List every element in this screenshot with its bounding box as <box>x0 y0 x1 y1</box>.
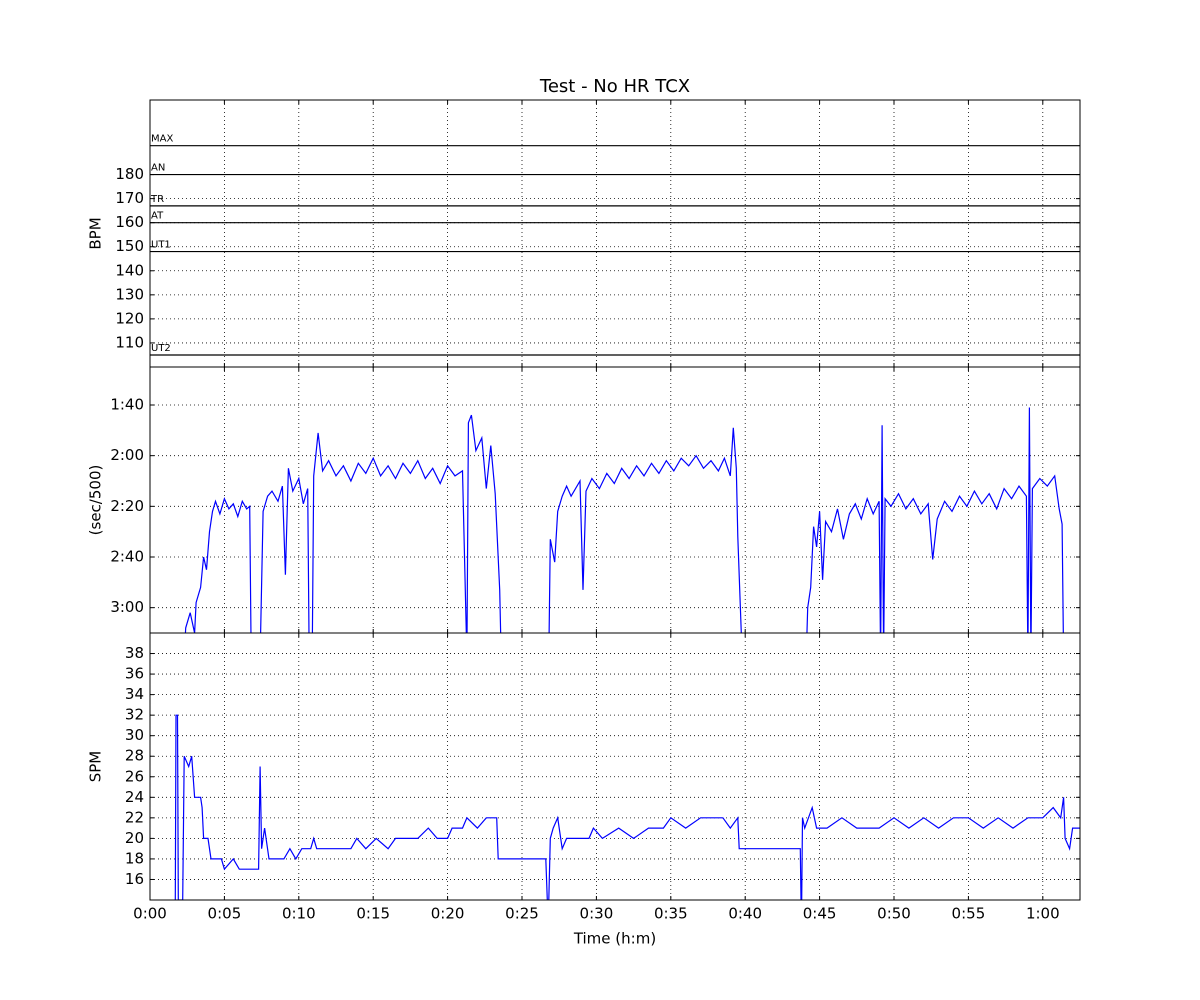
x-tick-label: 0:20 <box>431 905 465 923</box>
reference-label: TR <box>150 194 164 205</box>
series-line <box>174 714 1080 900</box>
y-tick-label: 30 <box>125 726 144 744</box>
y-tick-label: 2:20 <box>110 497 144 515</box>
y-tick-label: 1:40 <box>110 396 144 414</box>
y-axis-label: SPM <box>87 751 105 783</box>
x-tick-label: 1:00 <box>1026 905 1060 923</box>
x-tick-label: 0:10 <box>282 905 316 923</box>
y-tick-label: 120 <box>115 309 144 327</box>
y-tick-label: 22 <box>125 808 144 826</box>
y-axis-label: (sec/500) <box>87 465 105 536</box>
y-tick-label: 18 <box>125 849 144 867</box>
x-tick-label: 0:40 <box>728 905 762 923</box>
y-tick-label: 16 <box>125 870 144 888</box>
x-tick-label: 0:35 <box>654 905 688 923</box>
reference-label: AN <box>151 163 165 174</box>
y-tick-label: 20 <box>125 829 144 847</box>
y-tick-label: 32 <box>125 706 144 724</box>
y-tick-label: 160 <box>115 213 144 231</box>
y-tick-label: 170 <box>115 189 144 207</box>
x-tick-label: 0:55 <box>952 905 986 923</box>
y-tick-label: 26 <box>125 767 144 785</box>
y-tick-label: 180 <box>115 165 144 183</box>
y-tick-label: 38 <box>125 644 144 662</box>
y-tick-label: 140 <box>115 261 144 279</box>
x-tick-label: 0:05 <box>208 905 242 923</box>
y-tick-label: 2:00 <box>110 446 144 464</box>
y-tick-label: 24 <box>125 788 144 806</box>
x-tick-label: 0:30 <box>580 905 614 923</box>
y-tick-label: 2:40 <box>110 548 144 566</box>
reference-label: MAX <box>151 134 173 145</box>
y-axis-label: BPM <box>87 217 105 249</box>
x-tick-label: 0:45 <box>803 905 837 923</box>
series-line <box>184 407 1064 633</box>
x-tick-label: 0:50 <box>877 905 911 923</box>
x-axis-label: Time (h:m) <box>573 930 656 948</box>
y-tick-label: 28 <box>125 747 144 765</box>
chart-title: Test - No HR TCX <box>539 76 690 97</box>
reference-label: UT1 <box>151 240 171 251</box>
y-tick-label: 110 <box>115 333 144 351</box>
reference-label: UT2 <box>151 343 171 354</box>
x-tick-label: 0:00 <box>133 905 167 923</box>
reference-label: AT <box>151 211 164 222</box>
y-tick-label: 3:00 <box>110 598 144 616</box>
x-tick-label: 0:25 <box>505 905 539 923</box>
y-tick-label: 34 <box>125 685 144 703</box>
x-tick-label: 0:15 <box>356 905 390 923</box>
y-tick-label: 130 <box>115 285 144 303</box>
y-tick-label: 150 <box>115 237 144 255</box>
y-tick-label: 36 <box>125 665 144 683</box>
plot-frame <box>149 632 1081 901</box>
